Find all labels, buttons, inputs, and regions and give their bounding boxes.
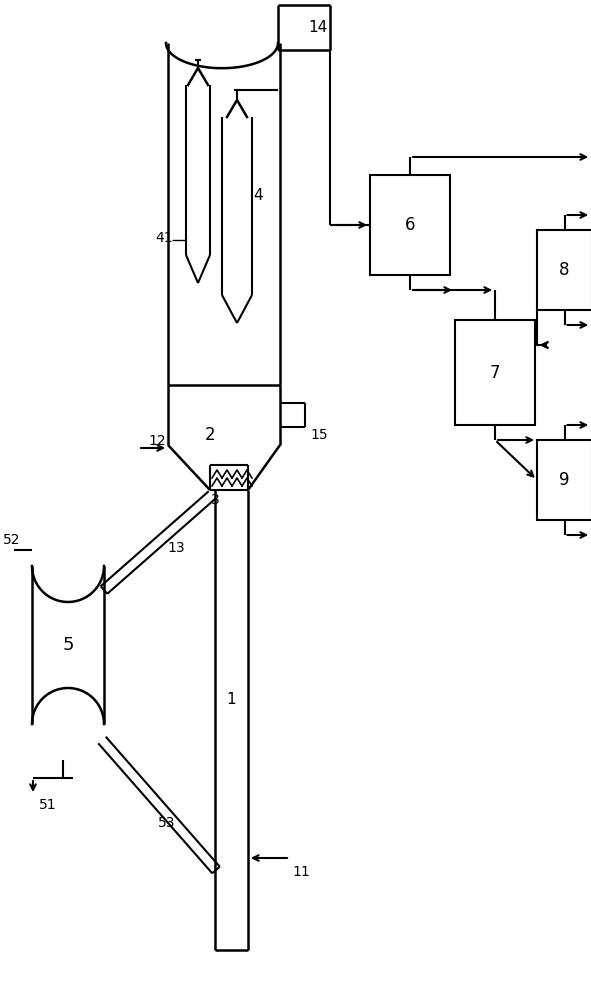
Text: 51: 51 — [39, 798, 57, 812]
Text: 7: 7 — [490, 363, 500, 381]
Text: 15: 15 — [310, 428, 327, 442]
Text: 14: 14 — [309, 19, 327, 34]
Bar — [537, 230, 591, 310]
Text: 9: 9 — [559, 471, 570, 489]
Text: 6: 6 — [405, 216, 415, 234]
Text: 2: 2 — [204, 426, 215, 444]
Text: 53: 53 — [158, 816, 176, 830]
Text: 8: 8 — [559, 261, 570, 279]
Text: 41: 41 — [155, 231, 173, 245]
Text: 11: 11 — [292, 865, 310, 879]
Text: 5: 5 — [62, 636, 74, 654]
Text: 52: 52 — [3, 533, 21, 547]
Text: 1: 1 — [227, 692, 236, 708]
Text: 12: 12 — [148, 434, 165, 448]
Bar — [370, 175, 450, 275]
Text: 3: 3 — [210, 493, 219, 507]
Bar — [455, 320, 535, 425]
Bar — [537, 440, 591, 520]
Text: 13: 13 — [167, 540, 185, 554]
Text: 4: 4 — [253, 188, 263, 202]
